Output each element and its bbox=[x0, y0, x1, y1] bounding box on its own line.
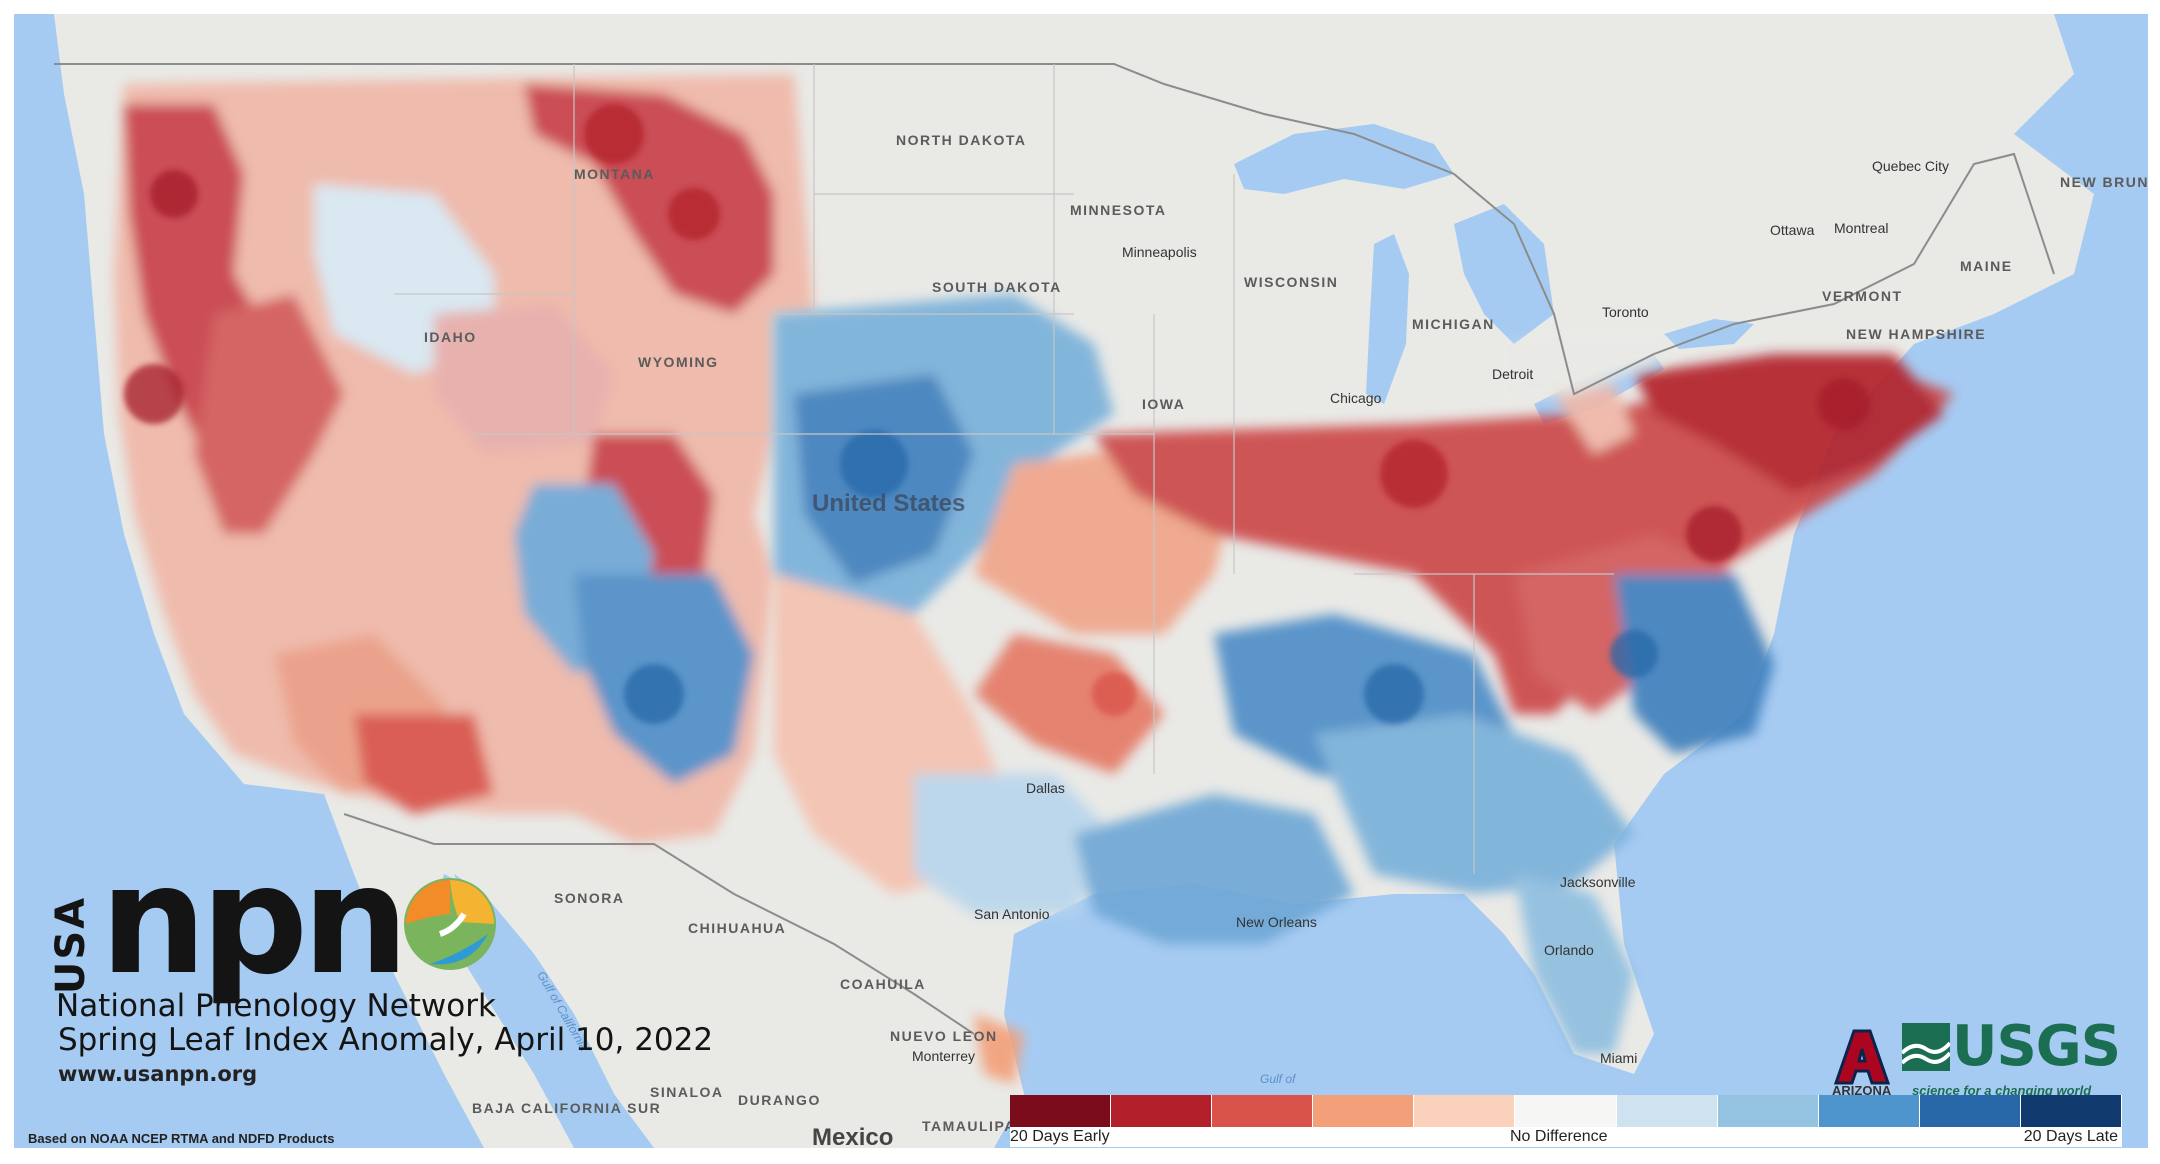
label-jacksonville: Jacksonville bbox=[1560, 874, 1636, 890]
legend-swatch bbox=[1010, 1095, 1112, 1127]
legend-swatch bbox=[1616, 1095, 1718, 1127]
label-south-dakota: SOUTH DAKOTA bbox=[932, 279, 1062, 295]
anomaly-map[interactable]: NORTH DAKOTA SOUTH DAKOTA MINNESOTA WISC… bbox=[14, 14, 2148, 1148]
arizona-a-icon bbox=[1833, 1029, 1891, 1085]
label-durango: DURANGO bbox=[738, 1092, 821, 1108]
mexico-us-border bbox=[343, 813, 975, 1035]
label-gulf-of: Gulf of bbox=[1260, 1072, 1296, 1086]
legend-swatch bbox=[1717, 1095, 1819, 1127]
legend-labels: 20 Days Early No Difference 20 Days Late bbox=[1010, 1128, 2122, 1146]
label-maine: MAINE bbox=[1960, 258, 2013, 274]
label-chicago: Chicago bbox=[1330, 390, 1382, 406]
label-vermont: VERMONT bbox=[1822, 288, 1903, 304]
gulf-of-california bbox=[454, 874, 634, 1148]
label-montana: MONTANA bbox=[574, 166, 656, 182]
label-wisconsin: WISCONSIN bbox=[1244, 274, 1339, 290]
label-wyoming: WYOMING bbox=[638, 354, 719, 370]
label-mexico: Mexico bbox=[812, 1124, 894, 1148]
label-new-orleans: New Orleans bbox=[1236, 914, 1317, 930]
label-north-dakota: NORTH DAKOTA bbox=[896, 132, 1027, 148]
label-minnesota: MINNESOTA bbox=[1070, 202, 1167, 218]
label-ottawa: Ottawa bbox=[1770, 222, 1815, 238]
logo-network-name: National Phenology Network bbox=[56, 988, 496, 1024]
label-minneapolis: Minneapolis bbox=[1122, 244, 1197, 260]
usgs-wordmark: USGS bbox=[1952, 1014, 2121, 1079]
lake-huron bbox=[1454, 204, 1554, 344]
usgs-wave-icon bbox=[1902, 1023, 1950, 1071]
npn-logo: USA npn National Phenology Network Sprin… bbox=[44, 846, 764, 1094]
legend-color-bar bbox=[1010, 1095, 2123, 1127]
label-nuevo-leon: NUEVO LEON bbox=[890, 1028, 998, 1044]
map-title: Spring Leaf Index Anomaly, April 10, 202… bbox=[58, 1022, 714, 1058]
label-new-brunswick: NEW BRUNSWICK bbox=[2060, 174, 2148, 190]
label-chihuahua: CHIHUAHUA bbox=[688, 920, 787, 936]
legend: 20 Days Early No Difference 20 Days Late bbox=[1010, 1095, 2123, 1147]
label-quebec-city: Quebec City bbox=[1872, 158, 1950, 174]
label-monterrey: Monterrey bbox=[912, 1048, 976, 1064]
globe-icon bbox=[404, 878, 496, 970]
logo-npn-text: npn bbox=[100, 834, 409, 1008]
anomaly-overlay bbox=[114, 74, 814, 844]
usgs-tagline: science for a changing world bbox=[1912, 1083, 2092, 1098]
legend-swatch bbox=[1313, 1095, 1415, 1127]
label-idaho: IDAHO bbox=[424, 329, 477, 345]
legend-swatch bbox=[1515, 1095, 1617, 1127]
label-united-states: United States bbox=[812, 490, 966, 517]
label-detroit: Detroit bbox=[1492, 366, 1534, 382]
partner-logos: ARIZONA USGS science for a changing worl… bbox=[1832, 1019, 2132, 1099]
website-link[interactable]: www.usanpn.org bbox=[58, 1062, 258, 1086]
label-miami: Miami bbox=[1600, 1050, 1638, 1066]
legend-swatch bbox=[1919, 1095, 2021, 1127]
legend-left-label: 20 Days Early bbox=[1010, 1128, 1110, 1145]
map-base bbox=[14, 14, 2148, 1148]
label-dallas: Dallas bbox=[1026, 780, 1065, 796]
label-coahuila: COAHUILA bbox=[840, 976, 926, 992]
legend-center-label: No Difference bbox=[1510, 1128, 1608, 1145]
legend-swatch bbox=[1212, 1095, 1314, 1127]
label-toronto: Toronto bbox=[1602, 304, 1649, 320]
legend-swatch bbox=[1414, 1095, 1516, 1127]
label-baja-california-sur: BAJA CALIFORNIA SUR bbox=[472, 1100, 662, 1116]
legend-right-label: 20 Days Late bbox=[2023, 1128, 2118, 1145]
label-orlando: Orlando bbox=[1544, 942, 1594, 958]
label-sinaloa: SINALOA bbox=[650, 1084, 724, 1100]
canada-us-border bbox=[54, 63, 2055, 396]
legend-swatch bbox=[1818, 1095, 1920, 1127]
arizona-label: ARIZONA bbox=[1832, 1083, 1892, 1098]
label-sonora: SONORA bbox=[554, 890, 625, 906]
lake-michigan bbox=[1366, 234, 1409, 404]
source-note: Based on NOAA NCEP RTMA and NDFD Product… bbox=[28, 1131, 335, 1146]
legend-swatch bbox=[2020, 1095, 2123, 1127]
label-san-antonio: San Antonio bbox=[974, 906, 1050, 922]
lake-superior bbox=[1234, 124, 1454, 194]
logo-usa-text: USA bbox=[48, 895, 95, 995]
label-tamaulipas: TAMAULIPAS bbox=[922, 1118, 1027, 1134]
label-new-hampshire: NEW HAMPSHIRE bbox=[1846, 326, 1987, 342]
label-iowa: IOWA bbox=[1142, 396, 1186, 412]
label-montreal: Montreal bbox=[1834, 220, 1889, 236]
label-michigan: MICHIGAN bbox=[1412, 316, 1495, 332]
legend-swatch bbox=[1111, 1095, 1213, 1127]
